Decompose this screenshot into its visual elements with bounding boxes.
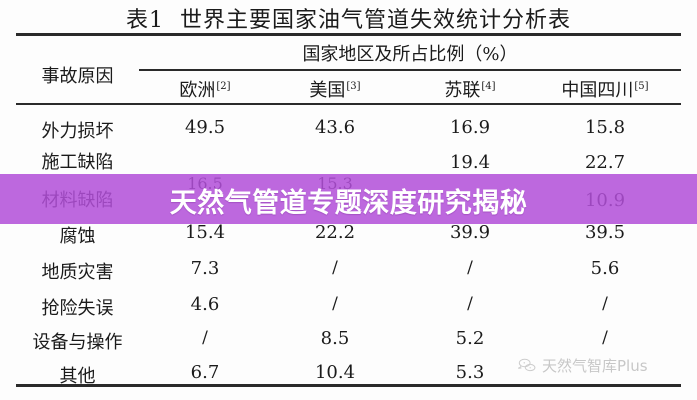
table-cell: 5.6 <box>590 258 620 279</box>
table-bottom-rule <box>16 384 681 387</box>
column-header-ussr-label: 苏联 <box>444 80 481 101</box>
table-cell: 10.4 <box>314 362 356 383</box>
table-cell: / <box>202 328 208 348</box>
table-cell: 15.8 <box>584 117 626 138</box>
table-cell: 15.4 <box>184 222 226 243</box>
table-cell: 7.3 <box>190 258 220 279</box>
table-cell: 5.2 <box>455 328 485 349</box>
table-top-rule <box>16 33 681 36</box>
table-row-label: 外力损坏 <box>41 121 114 142</box>
table-cell: / <box>467 258 473 278</box>
column-header-cause: 事故原因 <box>41 66 114 87</box>
table-cell: / <box>602 294 608 314</box>
table-cell: 4.6 <box>190 294 220 315</box>
table-cell: / <box>332 294 338 314</box>
table-cell: 49.5 <box>184 117 226 138</box>
column-group-header: 国家地区及所占比例（%） <box>302 44 518 65</box>
speech-bubble-logo-icon <box>517 358 537 374</box>
table-row-label: 设备与操作 <box>32 332 123 353</box>
table-cell: 22.7 <box>584 152 626 173</box>
column-group-rule <box>139 69 681 71</box>
column-header-europe-ref: [2] <box>216 81 231 92</box>
column-header-sichuan: 中国四川[5] <box>550 76 660 102</box>
table-row-label: 施工缺陷 <box>41 152 114 173</box>
table-cell: 6.7 <box>190 362 220 383</box>
table-cell: / <box>332 258 338 278</box>
watermark: 天然气智库Plus <box>517 358 648 374</box>
table-cell: 43.6 <box>314 117 356 138</box>
table-cell: 8.5 <box>320 328 350 349</box>
table-cell: 19.4 <box>449 152 491 173</box>
table-row-label: 地质灾害 <box>41 262 114 283</box>
table-cell: 39.9 <box>449 222 491 243</box>
header-bottom-rule <box>16 103 681 105</box>
table-title-text: 世界主要国家油气管道失效统计分析表 <box>179 8 571 33</box>
column-header-sichuan-ref: [5] <box>634 81 649 92</box>
column-header-sichuan-label: 中国四川 <box>561 80 634 101</box>
watermark-text: 天然气智库Plus <box>542 356 648 375</box>
table-row-label: 其他 <box>59 366 96 387</box>
table-row-label: 抢险失误 <box>41 298 114 319</box>
column-header-ussr: 苏联[4] <box>415 76 525 102</box>
table-cell: / <box>602 328 608 348</box>
column-header-ussr-ref: [4] <box>481 81 496 92</box>
promo-banner-text: 天然气管道专题深度研究揭秘 <box>169 188 528 219</box>
table-cell: / <box>467 294 473 314</box>
page-title: 表1 世界主要国家油气管道失效统计分析表 <box>0 2 697 34</box>
table-row-label: 腐蚀 <box>59 226 96 247</box>
promo-banner-background <box>0 174 697 224</box>
column-header-usa-ref: [3] <box>346 81 361 92</box>
column-header-usa: 美国[3] <box>280 76 390 102</box>
table-cell: 5.3 <box>455 362 485 383</box>
table-number: 表1 <box>125 8 164 33</box>
column-header-europe-label: 欧洲 <box>179 80 216 101</box>
column-header-europe: 欧洲[2] <box>150 76 260 102</box>
column-header-usa-label: 美国 <box>309 80 346 101</box>
table-cell: 16.9 <box>449 117 491 138</box>
table-cell: 22.2 <box>314 222 356 243</box>
table-cell: 39.5 <box>584 222 626 243</box>
